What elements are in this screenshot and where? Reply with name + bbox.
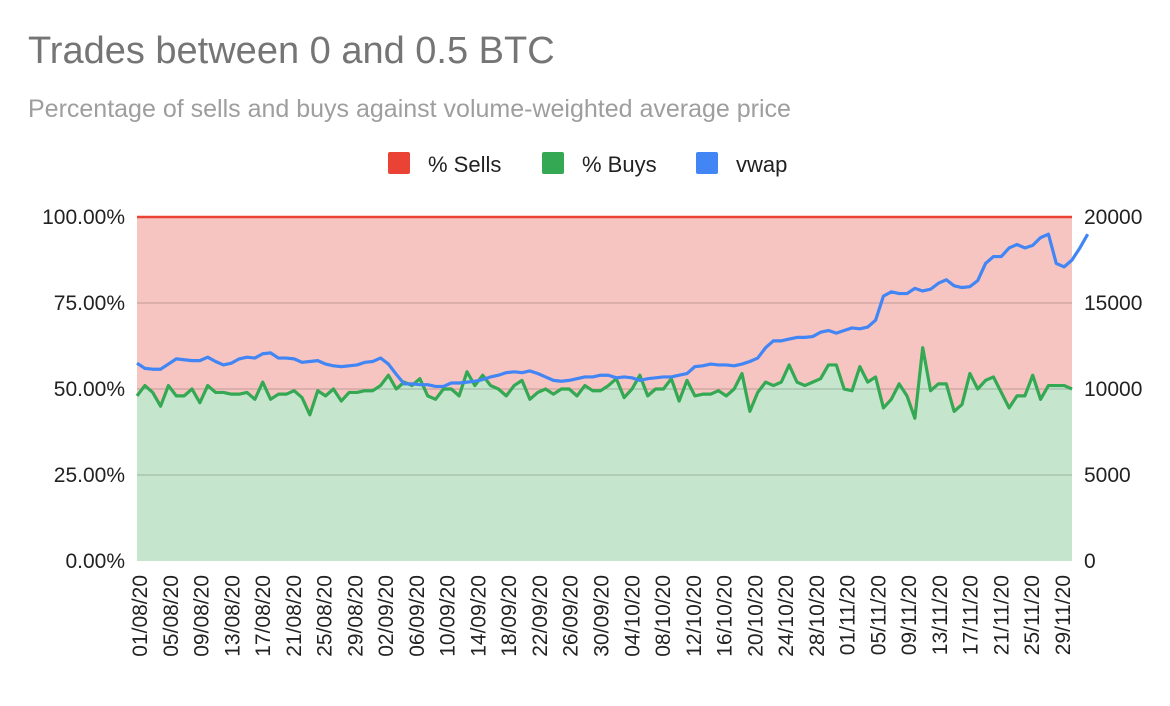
- x-tick-label: 02/09/20: [375, 575, 398, 657]
- y-left-tick-label: 25.00%: [54, 464, 125, 487]
- x-tick-label: 26/09/20: [560, 575, 583, 657]
- chart-subtitle: Percentage of sells and buys against vol…: [28, 95, 791, 123]
- x-tick-label: 09/08/20: [191, 575, 214, 657]
- x-tick-label: 29/08/20: [344, 575, 367, 657]
- x-tick-label: 21/08/20: [283, 575, 306, 657]
- x-tick-label: 13/08/20: [221, 575, 244, 657]
- x-tick-label: 20/10/20: [744, 575, 767, 657]
- legend-swatch-vwap: [696, 152, 718, 174]
- x-tick-label: 09/11/20: [898, 575, 921, 655]
- x-tick-label: 01/08/20: [129, 575, 152, 657]
- x-tick-label: 05/11/20: [867, 575, 890, 655]
- x-tick-label: 16/10/20: [714, 575, 737, 657]
- x-tick-label: 06/09/20: [406, 575, 429, 657]
- vwap-line: [136, 232, 1090, 389]
- x-tick-label: 14/09/20: [467, 575, 490, 657]
- x-tick-label: 04/10/20: [621, 575, 644, 657]
- buys-line: [135, 346, 1073, 420]
- plot-area: 0.00% 25.00% 50.00% 75.00% 100.00% 0 5000 10000…: [42, 206, 1142, 657]
- x-tick-label: 28/10/20: [806, 575, 829, 657]
- legend-label-vwap: vwap: [736, 152, 787, 177]
- y-left-tick-label: 50.00%: [54, 378, 125, 401]
- y-right-tick-label: 10000: [1084, 378, 1142, 401]
- x-tick-label: 01/11/20: [837, 575, 860, 655]
- x-tick-label: 17/11/20: [960, 575, 983, 655]
- x-tick-label: 25/08/20: [314, 575, 337, 657]
- x-tick-label: 30/09/20: [591, 575, 614, 657]
- x-tick-label: 21/11/20: [990, 575, 1013, 655]
- y-right-tick-label: 15000: [1084, 292, 1142, 315]
- x-tick-label: 08/10/20: [652, 575, 675, 657]
- x-tick-label: 12/10/20: [683, 575, 706, 657]
- y-right-tick-label: 5000: [1084, 464, 1131, 487]
- chart-title: Trades between 0 and 0.5 BTC: [28, 30, 555, 72]
- x-tick-label: 22/09/20: [529, 575, 552, 657]
- legend-label-sells: % Sells: [428, 152, 501, 177]
- x-tick-label: 17/08/20: [252, 575, 275, 657]
- x-tick-label: 05/08/20: [160, 575, 183, 657]
- legend-swatch-buys: [542, 152, 564, 174]
- y-left-tick-label: 0.00%: [65, 550, 125, 573]
- x-tick-label: 13/11/20: [929, 575, 952, 655]
- y-left-tick-label: 75.00%: [54, 292, 125, 315]
- x-tick-label: 29/11/20: [1052, 575, 1075, 655]
- y-right-tick-label: 20000: [1084, 206, 1142, 229]
- legend-label-buys: % Buys: [582, 152, 657, 177]
- legend-swatch-sells: [388, 152, 410, 174]
- x-tick-label: 24/10/20: [775, 575, 798, 657]
- y-right-tick-label: 0: [1084, 550, 1096, 573]
- x-tick-label: 18/09/20: [498, 575, 521, 657]
- x-tick-label: 25/11/20: [1021, 575, 1044, 655]
- buys-area: [137, 347, 1072, 561]
- legend: % Sells % Buys vwap: [388, 152, 787, 177]
- x-tick-label: 10/09/20: [437, 575, 460, 657]
- y-left-tick-label: 100.00%: [42, 206, 125, 229]
